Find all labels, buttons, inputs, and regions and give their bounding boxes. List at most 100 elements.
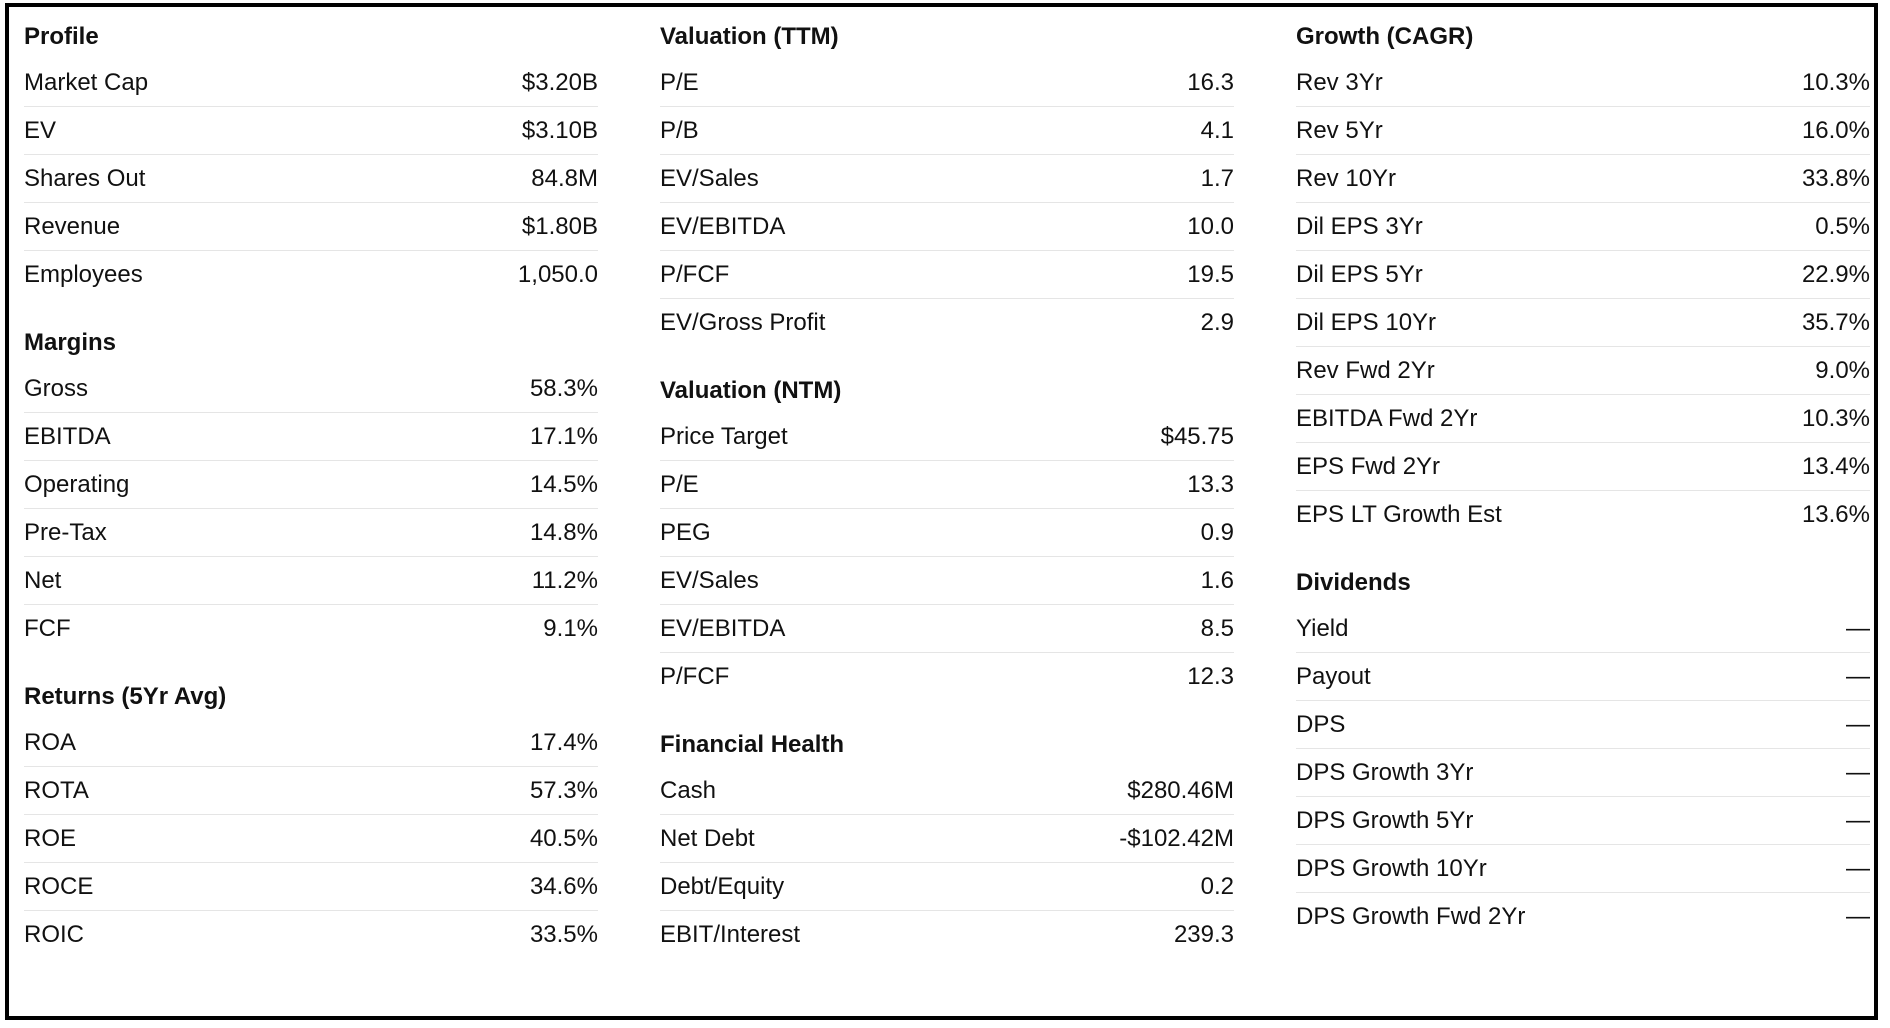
stat-row-operating: Operating 14.5% — [24, 461, 598, 509]
stat-row-rev-5yr: Rev 5Yr 16.0% — [1296, 107, 1870, 155]
stat-label: EV/Gross Profit — [660, 309, 826, 336]
stat-value: 22.9% — [1801, 260, 1870, 288]
section-title: Financial Health — [660, 731, 845, 758]
stat-value: -$102.42M — [1119, 824, 1234, 852]
stat-row-eps-lt-growth-est: EPS LT Growth Est 13.6% — [1296, 491, 1870, 539]
stat-row-dil-eps-10yr: Dil EPS 10Yr 35.7% — [1296, 299, 1870, 347]
stat-label: EV/Sales — [660, 566, 759, 594]
stat-label: Rev 5Yr — [1296, 116, 1383, 144]
stat-value: 33.8% — [1801, 164, 1870, 192]
stat-label: P/FCF — [660, 663, 730, 690]
stat-label: DPS Growth 3Yr — [1296, 758, 1474, 786]
column-1: Profile Market Cap $3.20B EV $3.10B Shares… — [24, 15, 598, 981]
stat-value: 40.5% — [529, 824, 598, 852]
stat-row-market-cap: Market Cap $3.20B — [24, 59, 598, 107]
stat-label: Payout — [1296, 662, 1371, 690]
stat-value: 13.3 — [1187, 470, 1234, 498]
stat-value: — — [1846, 662, 1870, 690]
section-margins: Margins Gross 58.3% EBITDA 17.1% Operating… — [24, 321, 598, 653]
stat-row-roe: ROE 40.5% — [24, 815, 598, 863]
stat-row-pre-tax: Pre-Tax 14.8% — [24, 509, 598, 557]
stat-row-p-fcf: P/FCF 19.5 — [660, 251, 1234, 299]
stat-value: 11.2% — [531, 566, 598, 594]
stat-label: Rev Fwd 2Yr — [1296, 356, 1435, 384]
stats-panel: Profile Market Cap $3.20B EV $3.10B Shares… — [5, 3, 1878, 1020]
stat-value: 14.8% — [529, 518, 598, 546]
stat-row-price-target: Price Target $45.75 — [660, 413, 1234, 461]
section-title: Returns (5Yr Avg) — [24, 683, 227, 710]
section-title: Valuation (NTM) — [660, 377, 842, 404]
stat-value: $45.75 — [1160, 422, 1234, 450]
stat-value: 0.5% — [1815, 212, 1870, 240]
stat-row-pb: P/B 4.1 — [660, 107, 1234, 155]
column-3: Growth (CAGR) Rev 3Yr 10.3% Rev 5Yr 16.0% … — [1296, 15, 1870, 963]
stat-value: 10.0 — [1187, 212, 1234, 240]
stat-value: 2.9 — [1200, 309, 1234, 336]
stat-row-rev-fwd-2yr: Rev Fwd 2Yr 9.0% — [1296, 347, 1870, 395]
stat-label: FCF — [24, 615, 71, 642]
stat-row-employees: Employees 1,050.0 — [24, 251, 598, 299]
stat-label: Gross — [24, 374, 89, 402]
stat-row-dps: DPS — — [1296, 701, 1870, 749]
stat-row-peg: PEG 0.9 — [660, 509, 1234, 557]
stat-row-dps-growth-5yr: DPS Growth 5Yr — — [1296, 797, 1870, 845]
stat-value: 8.5 — [1200, 614, 1234, 642]
stat-value: 17.1% — [529, 422, 598, 450]
stat-row-yield: Yield — — [1296, 605, 1870, 653]
stat-value: 19.5 — [1187, 260, 1234, 288]
stat-value: 58.3% — [529, 374, 598, 402]
stat-label: ROCE — [24, 872, 94, 900]
stat-value: 17.4% — [529, 728, 598, 756]
stat-label: Debt/Equity — [660, 872, 785, 900]
stat-value: 84.8M — [531, 164, 598, 192]
stat-label: Rev 3Yr — [1296, 68, 1383, 96]
section-valuation-ntm: Valuation (NTM) Price Target $45.75 P/E 13… — [660, 369, 1234, 701]
stat-label: Operating — [24, 470, 130, 498]
section-returns: Returns (5Yr Avg) ROA 17.4% ROTA 57.3% ROE… — [24, 675, 598, 959]
stat-value: $280.46M — [1127, 776, 1234, 804]
stat-label: EPS Fwd 2Yr — [1296, 452, 1441, 480]
stat-label: ROIC — [24, 921, 84, 948]
stat-label: EV/Sales — [660, 164, 759, 192]
section-title: Valuation (TTM) — [660, 23, 839, 50]
stat-value: 1.7 — [1200, 164, 1234, 192]
stat-label: DPS Growth 10Yr — [1296, 854, 1487, 882]
section-title: Growth (CAGR) — [1296, 23, 1474, 50]
stat-label: EBITDA — [24, 422, 111, 450]
stat-value: 33.5% — [529, 921, 598, 948]
stat-row-debt-equity: Debt/Equity 0.2 — [660, 863, 1234, 911]
stat-value: 10.3% — [1801, 68, 1870, 96]
stat-value: 34.6% — [529, 872, 598, 900]
stat-value: 14.5% — [529, 470, 598, 498]
section-dividends: Dividends Yield — Payout — DPS — DPS Growth… — [1296, 561, 1870, 941]
stat-row-dil-eps-5yr: Dil EPS 5Yr 22.9% — [1296, 251, 1870, 299]
stat-label: EBIT/Interest — [660, 921, 801, 948]
stat-label: DPS — [1296, 710, 1346, 738]
stat-label: EBITDA Fwd 2Yr — [1296, 404, 1478, 432]
stat-label: PEG — [660, 518, 711, 546]
section-title: Dividends — [1296, 569, 1411, 596]
stat-label: EV — [24, 116, 57, 144]
stat-value: — — [1846, 758, 1870, 786]
stat-value: — — [1846, 710, 1870, 738]
stat-value: 13.6% — [1801, 501, 1870, 528]
stat-row-shares-out: Shares Out 84.8M — [24, 155, 598, 203]
stat-row-gross: Gross 58.3% — [24, 365, 598, 413]
stat-value: 0.9 — [1200, 518, 1234, 546]
stat-row-revenue: Revenue $1.80B — [24, 203, 598, 251]
section-title: Profile — [24, 23, 99, 50]
stat-row-p-fcf-ntm: P/FCF 12.3 — [660, 653, 1234, 701]
stat-row-eps-fwd-2yr: EPS Fwd 2Yr 13.4% — [1296, 443, 1870, 491]
stat-value: 239.3 — [1173, 921, 1234, 948]
stat-label: EV/EBITDA — [660, 212, 786, 240]
stat-value: 16.3 — [1187, 68, 1234, 96]
stat-row-net: Net 11.2% — [24, 557, 598, 605]
stat-label: P/E — [660, 68, 699, 96]
stat-value: — — [1846, 903, 1870, 930]
stat-value: 0.2 — [1200, 872, 1234, 900]
stat-label: Employees — [24, 261, 143, 288]
stat-label: P/E — [660, 470, 699, 498]
stat-value: 12.3 — [1187, 663, 1234, 690]
stat-value: 57.3% — [529, 776, 598, 804]
stat-row-ev-sales-ntm: EV/Sales 1.6 — [660, 557, 1234, 605]
